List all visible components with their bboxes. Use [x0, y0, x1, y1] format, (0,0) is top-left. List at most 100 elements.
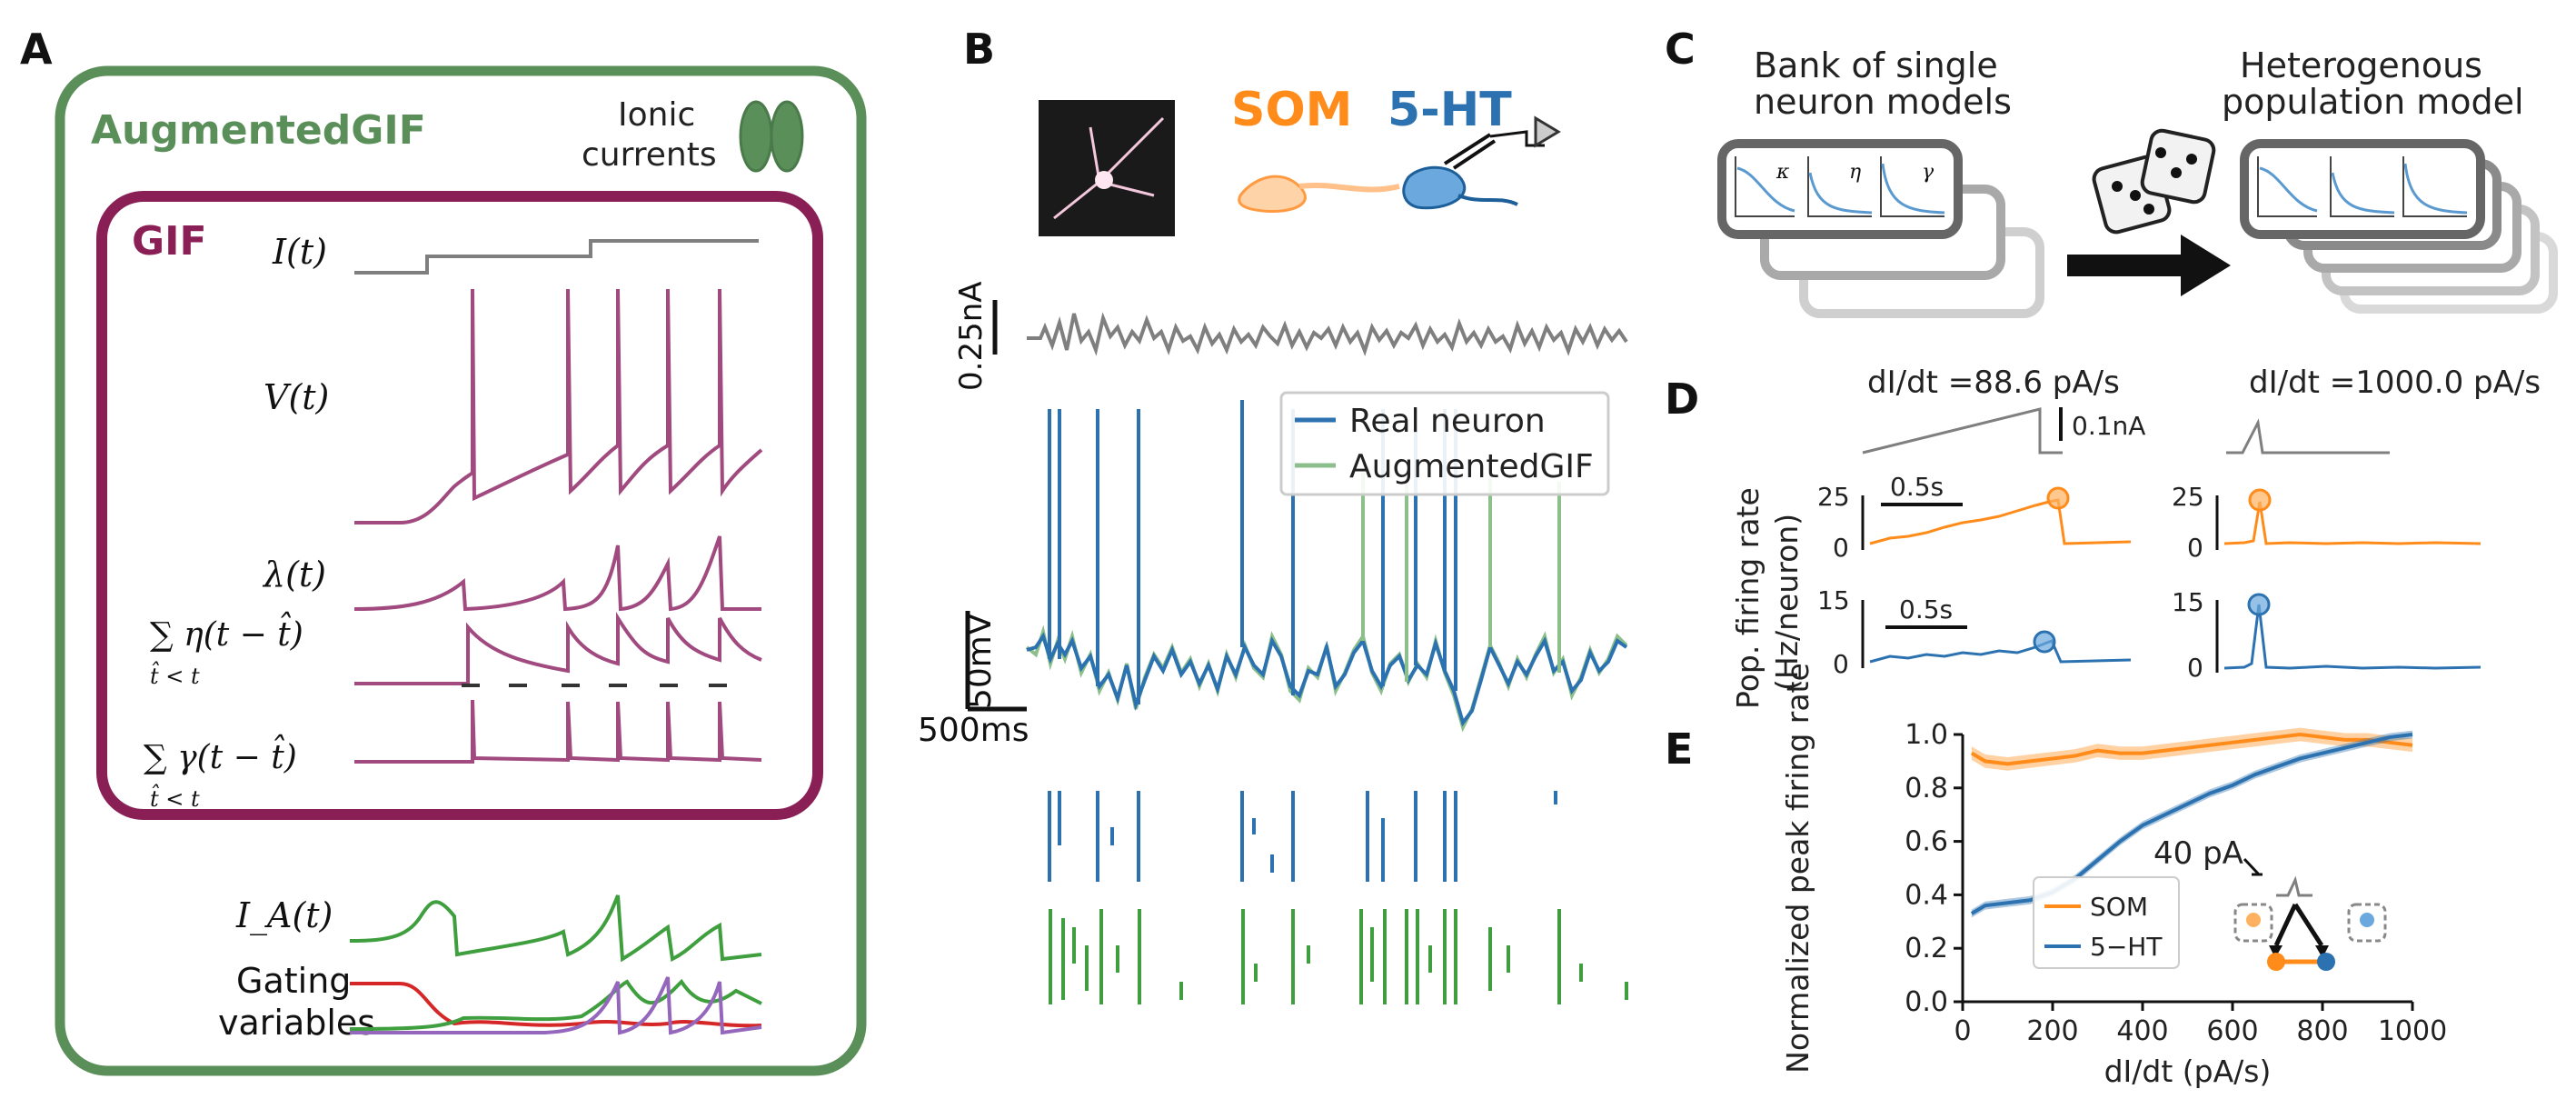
bank-title-2: neuron models — [1754, 82, 2012, 122]
e-y-tick-label: 1.0 — [1905, 719, 1948, 751]
d-right-som-peak — [2248, 488, 2272, 512]
sampling-arrow — [2067, 235, 2231, 296]
e-y-axis-label: Normalized peak firing rate — [1780, 663, 1815, 1074]
e-x-tick-label: 200 — [2026, 1015, 2078, 1047]
dice-icon — [2092, 128, 2216, 235]
ionic-label-1: Ionic — [618, 96, 695, 134]
eta-trace — [354, 612, 762, 685]
model-raster — [1049, 909, 1628, 1004]
label-lambda: λ(t) — [262, 555, 326, 594]
d-ylabel-2: (Hz/neuron) — [1769, 514, 1805, 691]
e-legend-label-1: 5−HT — [2090, 932, 2163, 962]
label-gamma: ∑ γ(t − t̂) — [144, 734, 297, 776]
d-left-som-rate — [1869, 498, 2132, 545]
d-right-bottom-tick-0: 0 — [2187, 653, 2203, 683]
e-x-tick-label: 600 — [2206, 1015, 2258, 1047]
gating-label-2: variables — [218, 1003, 375, 1043]
d-top-time-scale-label: 0.5s — [1890, 472, 1944, 502]
gating-inactivation-trace — [350, 982, 762, 1028]
e-y-tick-label: 0.2 — [1905, 933, 1948, 964]
e-annotation-40pa: 40 pA — [2153, 835, 2243, 872]
legend-model: AugmentedGIF — [1349, 448, 1594, 485]
gif-title: GIF — [132, 218, 207, 265]
label-eta-sub: t̂ < t — [150, 661, 200, 689]
e-y-tick-label: 0.6 — [1905, 826, 1948, 858]
e-y-tick-label: 0.4 — [1905, 879, 1948, 911]
voltage-scale-label: 50mV — [961, 613, 999, 709]
som-title: SOM — [1231, 83, 1352, 137]
e-legend-label-0: SOM — [2090, 892, 2148, 922]
label-gamma-sub: t̂ < t — [150, 784, 200, 812]
e-y-tick-label: 0.0 — [1905, 986, 1948, 1018]
current-scale-label: 0.25nA — [953, 281, 990, 391]
d-ylabel-1: Pop. firing rate — [1730, 487, 1765, 709]
ion-channel-icon — [739, 100, 804, 173]
population-title-1: Heterogenous — [2240, 45, 2482, 85]
gating-activation-trace — [349, 978, 762, 1031]
time-scale-label: 500ms — [918, 712, 1029, 749]
d-left-som-peak — [2046, 486, 2070, 510]
kernel-label-eta: η — [1849, 161, 1861, 184]
panel-e-chart: 0.0 0.2 0.4 0.6 0.8 1.0 0 200 400 600 800 1000 dI/dt… — [1780, 663, 2447, 1089]
d-bottom-time-scale-label: 0.5s — [1899, 594, 1953, 624]
label-eta: ∑ η(t − t̂) — [150, 612, 303, 654]
d-left-5ht-peak — [2033, 630, 2056, 654]
panel-b-letter: B — [963, 25, 995, 74]
micrograph-image — [1039, 100, 1175, 236]
d-left-top-tick-0: 0 — [1833, 533, 1849, 563]
d-right-top-tick-25: 25 — [2172, 482, 2204, 512]
e-circuit-inset — [2233, 857, 2387, 971]
d-left-ramp — [1862, 407, 2063, 455]
gamma-trace — [354, 699, 762, 764]
injected-current-trace — [1027, 312, 1628, 357]
e-series-band-1 — [1971, 730, 2412, 918]
augmentedgif-title: AugmentedGIF — [91, 107, 426, 154]
panel-c-letter: C — [1665, 25, 1696, 74]
input-current-trace — [354, 239, 759, 275]
d-left-header: dI/dt =88.6 pA/s — [1867, 365, 2120, 401]
d-right-5ht-rate — [2223, 604, 2482, 670]
label-IA: I_A(t) — [235, 895, 333, 936]
e-x-tick-label: 800 — [2296, 1015, 2348, 1047]
d-left-bottom-tick-0: 0 — [1833, 649, 1849, 679]
gating-third-trace — [350, 976, 762, 1035]
label-I: I(t) — [272, 232, 327, 272]
e-x-tick-label: 400 — [2116, 1015, 2168, 1047]
d-right-ramp — [2226, 418, 2390, 455]
d-right-header: dI/dt =1000.0 pA/s — [2249, 365, 2541, 401]
5ht-title: 5-HT — [1387, 83, 1512, 137]
d-left-top-tick-25: 25 — [1817, 482, 1850, 512]
population-stack — [2240, 139, 2558, 314]
gif-box — [96, 191, 823, 820]
real-voltage-trace — [1026, 632, 1628, 727]
real-raster — [1048, 791, 1557, 882]
panel-e-letter: E — [1665, 724, 1693, 774]
neuron-pair-icon — [1238, 115, 1561, 214]
augmentedgif-box — [55, 65, 867, 1076]
d-current-scale-label: 0.1nA — [2072, 411, 2145, 441]
population-title-2: population model — [2222, 82, 2524, 122]
e-series-band-0 — [1971, 727, 2412, 771]
gating-label-1: Gating — [236, 961, 351, 1001]
e-y-tick-label: 0.8 — [1905, 773, 1948, 804]
e-x-axis-label: dI/dt (pA/s) — [2104, 1054, 2272, 1089]
model-bank-stack: κ η γ — [1717, 139, 2044, 318]
lambda-trace — [353, 535, 761, 612]
kernel-label-kappa: κ — [1775, 161, 1790, 184]
ia-trace — [349, 894, 762, 963]
ionic-label-2: currents — [582, 136, 717, 174]
d-right-top-tick-0: 0 — [2187, 533, 2203, 563]
e-series-line-0 — [1970, 732, 2413, 766]
e-x-tick-label: 0 — [1954, 1015, 1971, 1047]
label-V: V(t) — [264, 377, 329, 417]
d-right-som-rate — [2223, 501, 2482, 545]
d-left-bottom-tick-15: 15 — [1817, 585, 1850, 615]
b-legend — [1279, 391, 1610, 496]
bank-title-1: Bank of single — [1754, 45, 1998, 85]
model-spikes — [1361, 473, 1561, 682]
voltage-trace — [354, 288, 763, 525]
legend-real: Real neuron — [1349, 403, 1546, 440]
d-right-bottom-tick-15: 15 — [2172, 587, 2204, 617]
d-left-5ht-rate — [1869, 639, 2132, 664]
